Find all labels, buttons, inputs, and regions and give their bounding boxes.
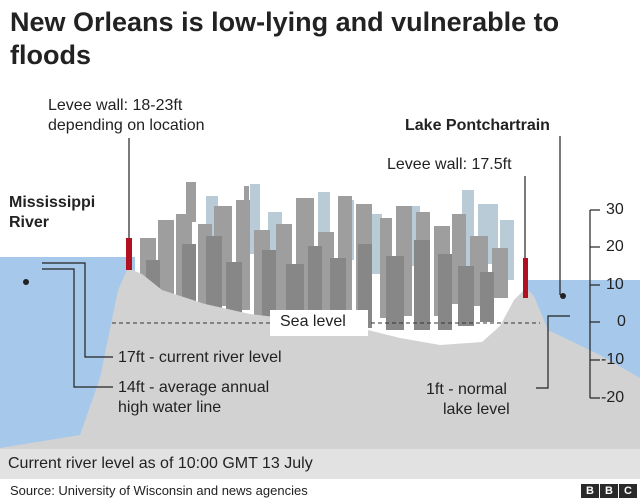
bbc-logo: B B C	[581, 484, 637, 498]
scale-tick-minus-10: -10	[601, 351, 625, 368]
river-label-line2: River	[9, 214, 50, 231]
source-note: Source: University of Wisconsin and news…	[10, 483, 308, 498]
skyline-near	[146, 236, 494, 330]
leader-lines	[42, 136, 570, 389]
scale-tick-0: 0	[617, 313, 626, 330]
west-levee-wall	[126, 238, 132, 270]
lake-normal-level-label-line2: lake level	[443, 401, 510, 418]
river-label-line1: Mississippi	[9, 194, 96, 211]
scale-tick-20: 20	[606, 238, 624, 255]
east-levee-wall	[523, 258, 528, 298]
sea-level-label-bg	[270, 310, 368, 336]
ground-profile	[0, 268, 640, 450]
scale-tick-minus-20: -20	[601, 389, 625, 406]
west-levee-label-line1: Levee wall: 18-23ft	[48, 97, 183, 114]
bbc-logo-letter: C	[619, 484, 637, 498]
east-levee-label: Levee wall: 17.5ft	[387, 156, 512, 173]
lake-label: Lake Pontchartrain	[405, 117, 550, 134]
river-current-level-label: 17ft - current river level	[118, 349, 282, 366]
river-dot	[23, 279, 29, 285]
river-average-level-label-line1: 14ft - average annual	[118, 379, 270, 396]
bbc-logo-letter: B	[581, 484, 599, 498]
west-levee-label-line2: depending on location	[48, 117, 205, 134]
lake-dot	[560, 293, 566, 299]
sea-level-label: Sea level	[280, 313, 346, 330]
scale-tick-10: 10	[606, 276, 624, 293]
caption-bar: Current river level as of 10:00 GMT 13 J…	[0, 449, 640, 479]
height-scale	[589, 209, 600, 399]
page-title: New Orleans is low-lying and vulnerable …	[10, 7, 560, 70]
caption-text: Current river level as of 10:00 GMT 13 J…	[8, 455, 313, 472]
scale-tick-30: 30	[606, 201, 624, 218]
lake-normal-level-label-line1: 1ft - normal	[426, 381, 507, 398]
river-average-level-label-line2: high water line	[118, 399, 222, 416]
bbc-logo-letter: B	[600, 484, 618, 498]
